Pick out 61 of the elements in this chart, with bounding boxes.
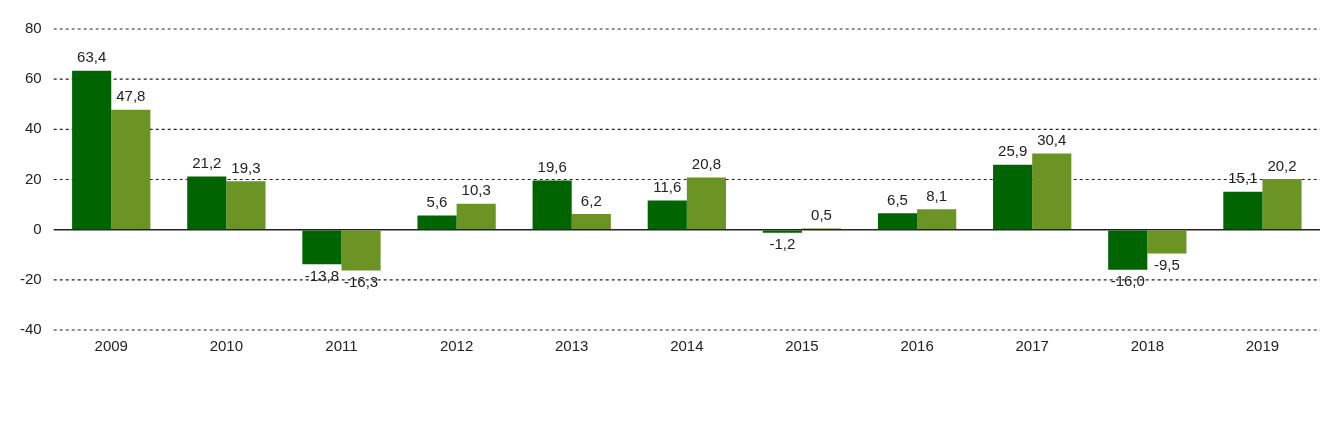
x-tick-label: 2011 (325, 337, 358, 355)
x-tick-label: 2017 (1015, 337, 1049, 355)
data-label: 19,3 (231, 158, 261, 176)
data-label: 10,3 (461, 181, 491, 199)
data-label: 20,8 (691, 155, 722, 173)
bar (686, 177, 726, 229)
bar (417, 215, 457, 229)
data-label: 6,2 (580, 191, 602, 209)
y-tick-label: 40 (24, 119, 42, 137)
x-tick-label: 2019 (1245, 337, 1280, 355)
x-tick-label: 2016 (900, 337, 934, 355)
x-tick-label: 2012 (439, 337, 474, 355)
data-label: 8,1 (926, 186, 948, 204)
bar (187, 176, 227, 229)
data-label: 5,6 (426, 193, 448, 211)
data-label: 25,9 (998, 142, 1028, 160)
data-label: 47,8 (116, 87, 146, 105)
bar (111, 109, 151, 229)
x-tick-label: 2009 (94, 337, 128, 355)
y-tick-label: 60 (24, 69, 42, 87)
bar (877, 213, 918, 229)
bar (456, 203, 496, 229)
data-label: 0,5 (811, 206, 832, 224)
bar (762, 230, 802, 233)
bar (302, 230, 342, 265)
bar (226, 181, 266, 229)
bar (571, 214, 611, 229)
y-tick-label: 20 (24, 169, 42, 187)
data-label: -13,8 (304, 266, 340, 284)
bar (72, 70, 112, 229)
y-tick-label: 80 (24, 19, 42, 37)
bar (1262, 179, 1302, 229)
data-label: -1,2 (769, 235, 796, 253)
y-tick-label: -40 (19, 320, 42, 338)
data-label: 63,4 (77, 48, 107, 66)
bar (1032, 153, 1072, 229)
data-label: 20,2 (1267, 156, 1297, 174)
x-tick-label: 2018 (1130, 337, 1165, 355)
data-label: 30,4 (1037, 131, 1067, 149)
x-tick-label: 2014 (670, 337, 704, 355)
bar (993, 164, 1033, 229)
data-label: 11,6 (653, 178, 682, 196)
data-label: -16,0 (1110, 272, 1145, 290)
bar (647, 200, 687, 229)
bar (341, 230, 381, 271)
x-tick-label: 2015 (785, 337, 819, 355)
y-tick-label: -20 (19, 269, 42, 287)
data-label: 21,2 (192, 154, 222, 172)
data-label: 15,1 (1228, 169, 1258, 187)
bar (532, 180, 572, 229)
data-label: 19,6 (537, 158, 567, 176)
bar (917, 209, 957, 229)
bar (1108, 230, 1148, 270)
y-tick-label: 0 (33, 219, 42, 237)
x-tick-label: 2010 (209, 337, 244, 355)
bar (1223, 191, 1263, 229)
data-label: -9,5 (1153, 256, 1180, 274)
data-label: 6,5 (887, 191, 908, 208)
data-label: -16,3 (343, 273, 379, 291)
x-tick-label: 2013 (555, 337, 589, 355)
bar (1147, 230, 1187, 254)
